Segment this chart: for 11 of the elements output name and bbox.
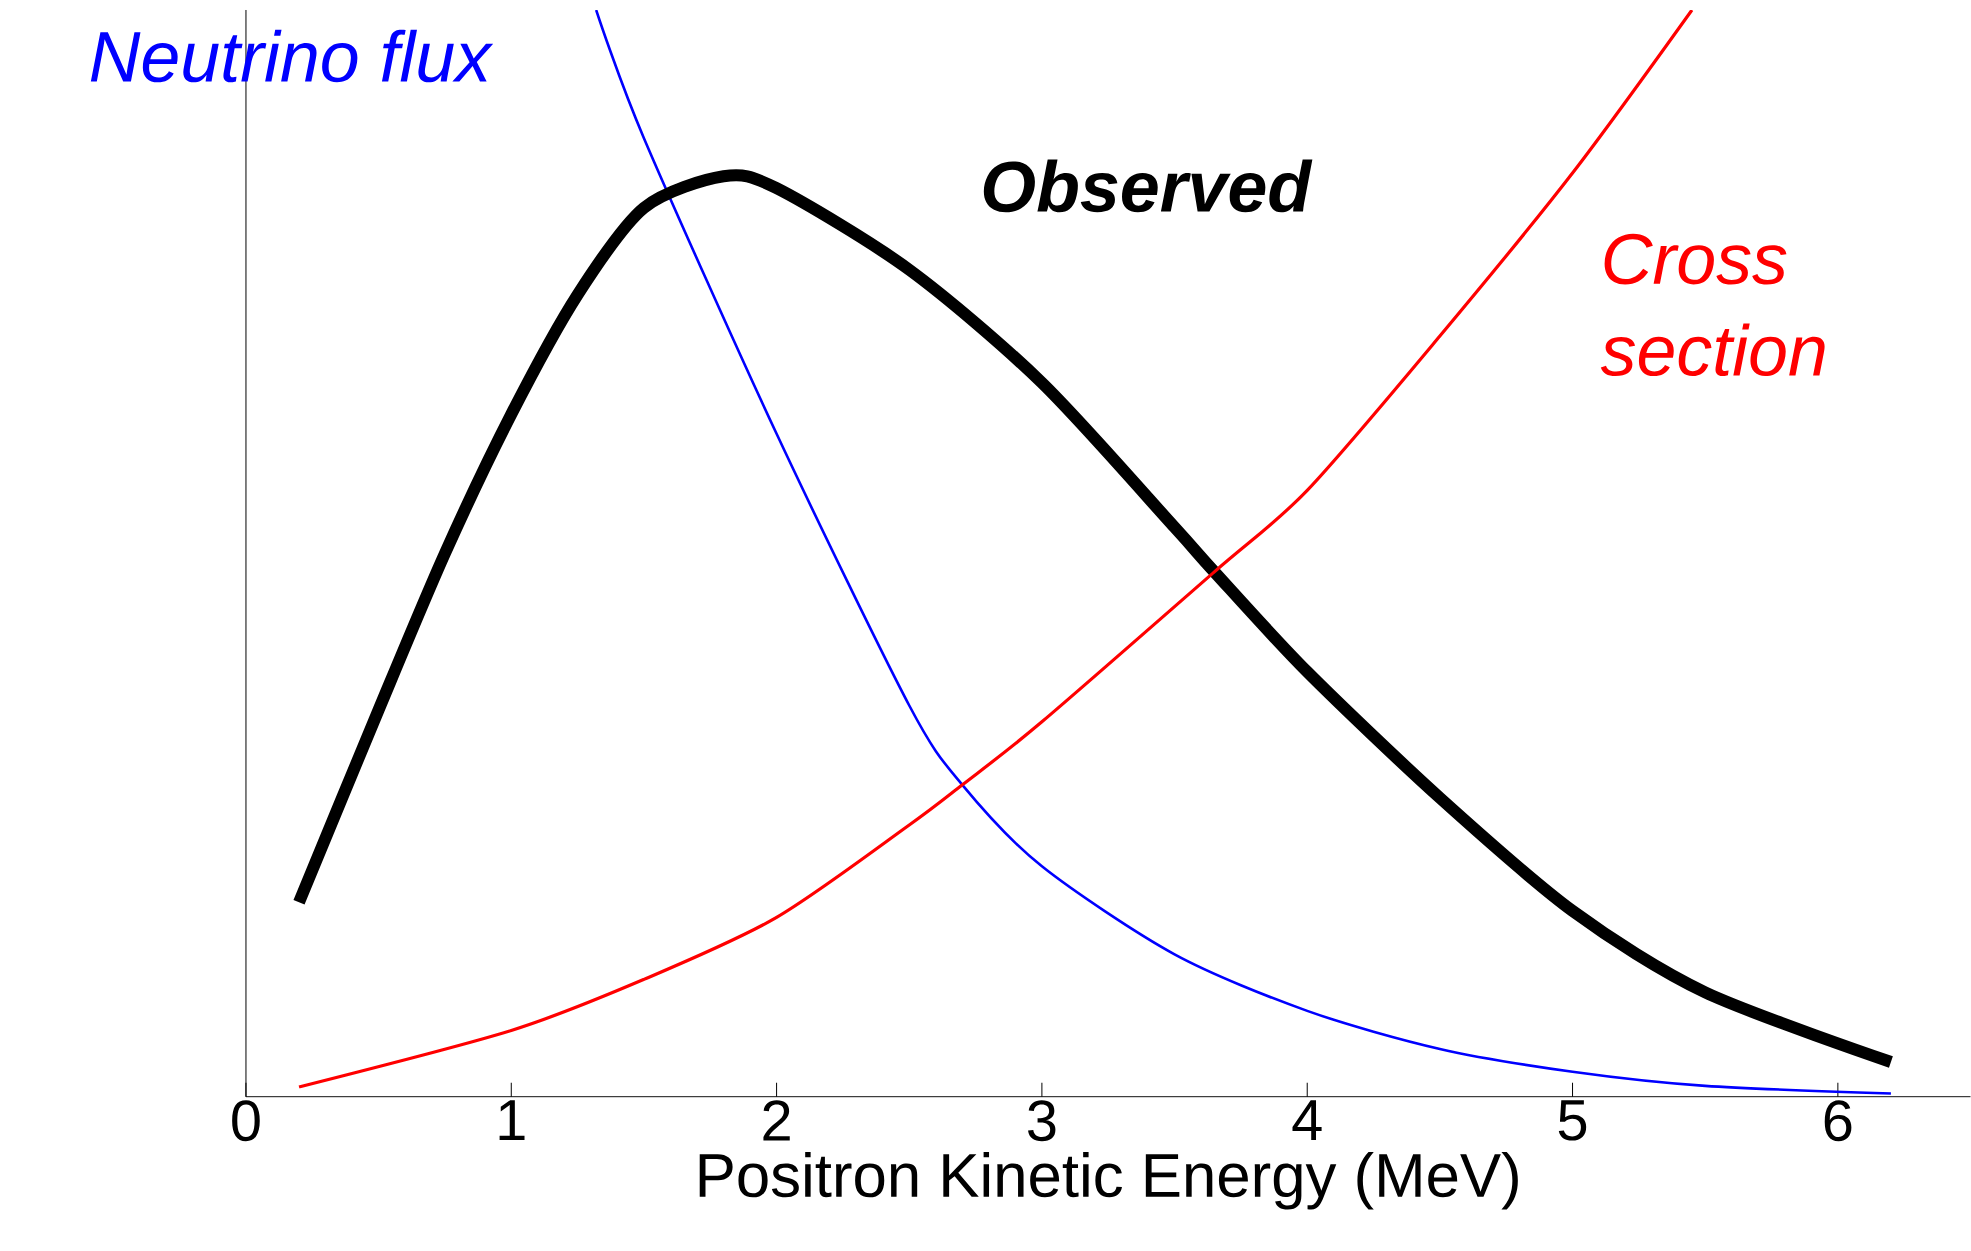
x-tick-label: 2	[763, 1100, 790, 1141]
x-tick-label: 0	[232, 1100, 260, 1142]
x-axis-title: Positron Kinetic Energy (MeV)	[699, 1152, 1518, 1210]
x-tick-label: 6	[1824, 1100, 1852, 1142]
x-tick-label: 5	[1558, 1100, 1587, 1141]
series-label: Cross section	[1600, 233, 1825, 377]
x-tick-label: 4	[1292, 1100, 1322, 1141]
x-tick-label: 3	[1028, 1100, 1056, 1142]
series-label: Observed	[983, 159, 1313, 213]
series-label: Neutrino flux	[90, 29, 494, 83]
x-tick-label: 1	[499, 1100, 525, 1141]
